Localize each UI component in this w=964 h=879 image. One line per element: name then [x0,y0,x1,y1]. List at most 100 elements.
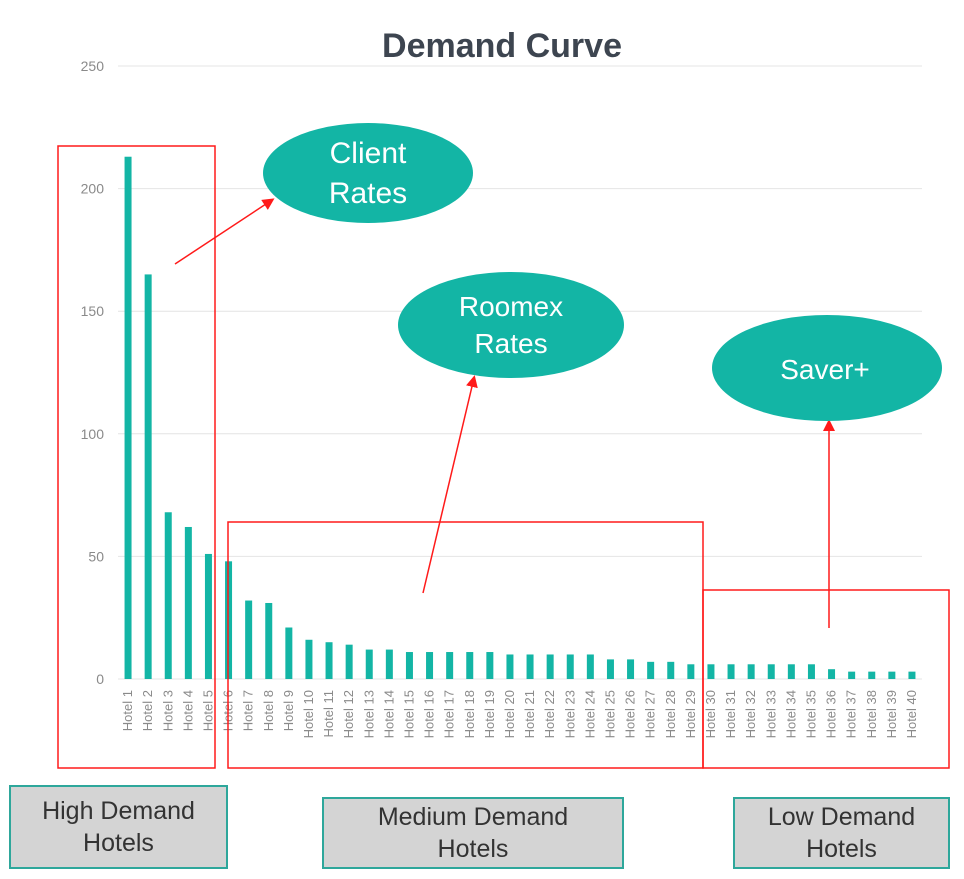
x-category-label: Hotel 26 [623,690,638,738]
x-category-label: Hotel 11 [321,690,336,737]
x-category-label: Hotel 3 [160,690,175,731]
bar-24 [586,654,594,679]
x-category-label: Hotel 27 [643,690,658,738]
bar-29 [687,664,695,679]
bar-32 [747,664,755,679]
bar-38 [868,671,876,679]
bar-31 [727,664,735,679]
x-category-label: Hotel 23 [562,690,577,738]
x-category-label: Hotel 37 [844,690,859,738]
x-category-label: Hotel 24 [582,690,597,738]
x-category-label: Hotel 14 [381,690,396,738]
bar-39 [888,671,896,679]
bar-30 [707,664,715,679]
saver-plus-ellipse [712,315,942,421]
bar-3 [164,512,172,679]
bar-13 [365,649,373,679]
bar-11 [325,642,333,679]
client-rates-line-1: Client [330,137,407,170]
x-category-label: Hotel 40 [904,690,919,738]
bar-35 [807,664,815,679]
x-category-label: Hotel 38 [864,690,879,738]
y-tick-label: 100 [81,426,105,442]
bar-17 [446,652,454,679]
x-category-label: Hotel 29 [683,690,698,738]
y-tick-label: 150 [81,303,105,319]
bar-23 [566,654,574,679]
x-category-label: Hotel 17 [442,690,457,738]
x-category-label: Hotel 20 [502,690,517,738]
bar-26 [627,659,635,679]
roomex-rates-ellipse [398,272,624,378]
client-rates-ellipse [263,123,473,223]
bar-20 [506,654,514,679]
x-category-label: Hotel 13 [361,690,376,738]
x-category-label: Hotel 5 [200,690,215,731]
saver-plus-text: Saver+ [780,354,870,385]
x-category-label: Hotel 28 [663,690,678,738]
y-tick-label: 250 [81,58,105,74]
x-category-label: Hotel 36 [824,690,839,738]
roomex-rates-line-2: Rates [474,328,547,359]
low-demand-hotels-label: Low Demand Hotels [733,797,950,869]
x-category-label: Hotel 7 [241,690,256,731]
bar-27 [647,661,655,679]
bar-5 [204,553,212,679]
x-category-label: Hotel 8 [261,690,276,731]
bar-28 [667,661,675,679]
roomex-rates-bubble: Roomex Rates [398,272,624,378]
x-category-label: Hotel 34 [783,690,798,738]
bar-14 [385,649,393,679]
x-category-label: Hotel 31 [723,690,738,738]
x-category-label: Hotel 30 [703,690,718,738]
bar-8 [265,602,273,679]
bar-9 [285,627,293,679]
x-category-label: Hotel 2 [140,690,155,731]
high-demand-highlight-box [57,145,216,769]
chart-title: Demand Curve [382,27,622,65]
client-rates-bubble: Client Rates [263,123,473,223]
x-axis-categories: Hotel 1 Hotel 2 Hotel 3 Hotel 4 Hotel 5 Hotel… [120,690,919,738]
low-demand-highlight-box [702,589,950,769]
bar-12 [345,644,353,679]
y-tick-label: 50 [88,548,104,564]
x-category-label: Hotel 19 [482,690,497,738]
x-category-label: Hotel 16 [422,690,437,738]
x-category-label: Hotel 33 [763,690,778,738]
bar-19 [486,652,494,679]
bar-37 [848,671,856,679]
bar-7 [245,600,253,679]
x-category-label: Hotel 9 [281,690,296,731]
arrow-to-roomex-rates [422,375,478,594]
x-category-label: Hotel 1 [120,690,135,731]
x-category-label: Hotel 21 [522,690,537,738]
bar-15 [405,652,413,679]
x-category-label: Hotel 39 [884,690,899,738]
bars [124,156,916,679]
x-category-label: Hotel 32 [743,690,758,738]
high-demand-hotels-label: High Demand Hotels [9,785,228,869]
bar-16 [426,652,434,679]
client-rates-line-2: Rates [329,177,407,210]
bar-22 [546,654,554,679]
bar-21 [526,654,534,679]
bar-1 [124,156,132,679]
x-category-label: Hotel 15 [401,690,416,738]
x-category-label: Hotel 35 [803,690,818,738]
bar-10 [305,639,313,679]
saver-plus-bubble: Saver+ [712,315,942,421]
bar-34 [787,664,795,679]
bar-25 [606,659,614,679]
bar-33 [767,664,775,679]
x-category-label: Hotel 10 [301,690,316,738]
arrow-to-client-rates [174,198,275,265]
x-category-label: Hotel 18 [462,690,477,738]
bar-18 [466,652,474,679]
x-category-label: Hotel 22 [542,690,557,738]
bar-4 [184,526,192,679]
bar-2 [144,274,152,679]
x-category-label: Hotel 4 [180,690,195,731]
y-axis-ticks: 0 50 100 150 200 250 [81,58,105,687]
y-tick-label: 0 [96,671,104,687]
